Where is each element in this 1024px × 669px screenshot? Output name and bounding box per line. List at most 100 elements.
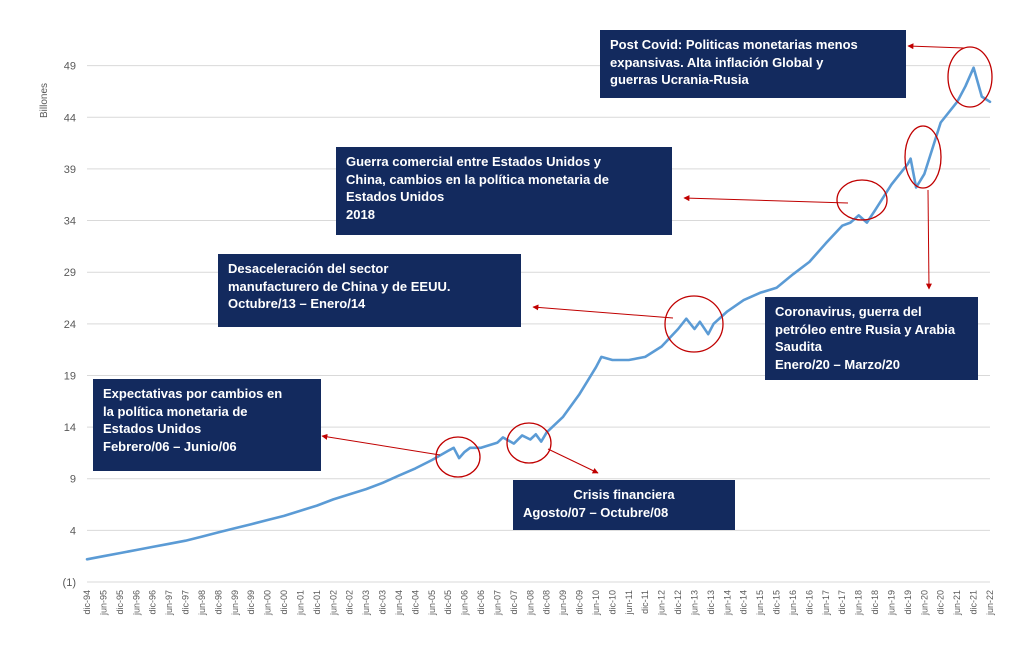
y-tick-label: 4: [70, 525, 76, 537]
y-tick-label: (1): [63, 577, 76, 589]
x-tick-label: dic-94: [82, 590, 92, 615]
annotation-line: Octubre/13 – Enero/14: [228, 296, 366, 311]
annotation-line: la política monetaria de: [103, 403, 248, 419]
arrow-manufacturing: [532, 304, 674, 319]
x-tick-label: dic-18: [870, 590, 880, 615]
x-tick-label: dic-97: [181, 590, 191, 615]
annotation-manufacturing-slowdown: Desaceleración del sector manufacturero d…: [218, 254, 521, 327]
x-tick-label: jun-19: [886, 590, 896, 616]
annotation-line: manufacturero de China y de EEUU.: [228, 278, 451, 294]
x-tick-label: dic-04: [410, 590, 420, 615]
x-axis-ticks: dic-94 jun-95 dic-95 jun-96 dic-96 jun-97 dic-…: [82, 590, 995, 616]
x-tick-label: jun-13: [689, 590, 699, 616]
x-tick-label: jun-12: [657, 590, 667, 616]
annotation-line: Estados Unidos: [346, 189, 445, 204]
x-tick-label: dic-01: [312, 590, 322, 615]
x-tick-label: dic-99: [246, 590, 256, 615]
x-tick-label: jun-96: [131, 590, 141, 616]
x-tick-label: jun-22: [985, 590, 995, 616]
y-tick-label: 39: [64, 164, 76, 176]
annotation-line: Expectativas por cambios en: [103, 386, 283, 401]
x-tick-label: jun-97: [164, 590, 174, 616]
x-tick-label: jun-01: [295, 590, 305, 616]
x-tick-label: dic-15: [772, 590, 782, 615]
y-axis-label: Billones: [39, 83, 50, 118]
annotation-line: Febrero/06 – Junio/06: [103, 438, 237, 454]
annotation-post-covid: Post Covid: Politicas monetarias menos ex…: [600, 30, 906, 98]
annotation-line: expansivas. Alta inflación Global y: [610, 54, 824, 70]
x-tick-label: jun-10: [591, 590, 601, 616]
x-tick-label: dic-02: [345, 590, 355, 615]
y-tick-label: 29: [64, 267, 76, 279]
x-tick-label: jun-07: [492, 590, 502, 616]
y-tick-label: 24: [64, 319, 76, 331]
annotation-line: Agosto/07 – Octubre/08: [523, 504, 669, 520]
highlight-circle-2018: [836, 179, 888, 221]
highlight-circle-2020: [904, 125, 942, 189]
x-tick-label: dic-95: [115, 590, 125, 615]
annotation-line: Guerra comercial entre Estados Unidos y: [346, 154, 602, 169]
y-tick-label: 14: [64, 422, 76, 434]
annotation-line: 2018: [346, 206, 375, 222]
series-line: [85, 66, 992, 561]
y-tick-label: 34: [64, 216, 76, 228]
y-tick-label: 9: [70, 474, 76, 486]
x-tick-label: jun-11: [624, 590, 634, 615]
x-tick-label: dic-16: [804, 590, 814, 615]
x-tick-label: jun-06: [460, 590, 470, 616]
x-tick-label: jun-02: [328, 590, 338, 616]
annotation-line: Enero/20 – Marzo/20: [775, 356, 900, 372]
x-tick-label: dic-13: [706, 590, 716, 615]
x-tick-label: dic-20: [936, 590, 946, 615]
x-tick-label: dic-09: [575, 590, 585, 615]
x-tick-label: dic-19: [903, 590, 913, 615]
x-tick-label: dic-11: [640, 590, 650, 614]
x-tick-label: dic-12: [673, 590, 683, 615]
annotation-financial-crisis: Crisis financiera Agosto/07 – Octubre/08: [513, 480, 735, 530]
annotation-line: Saudita: [775, 339, 822, 354]
annotation-line: Estados Unidos: [103, 421, 202, 436]
annotation-trade-war: Guerra comercial entre Estados Unidos y C…: [336, 147, 672, 235]
x-tick-label: jun-99: [230, 590, 240, 616]
x-tick-label: dic-08: [542, 590, 552, 615]
arrow-trade-war: [683, 195, 849, 204]
arrow-post-covid: [907, 43, 965, 50]
annotation-line: guerras Ucrania-Rusia: [610, 72, 749, 87]
highlight-circle-2008: [506, 422, 552, 464]
arrow-monetary-expectations: [321, 433, 441, 456]
annotation-line: petróleo entre Rusia y Arabia: [775, 321, 956, 337]
x-tick-label: dic-98: [213, 590, 223, 615]
highlight-circle-2021: [947, 46, 993, 108]
y-tick-label: 49: [64, 61, 76, 73]
x-tick-label: dic-14: [739, 590, 749, 615]
highlight-circle-2013: [664, 295, 724, 353]
x-tick-label: jun-15: [755, 590, 765, 616]
annotation-line: Coronavirus, guerra del: [775, 304, 922, 319]
annotation-line: Desaceleración del sector: [228, 261, 389, 276]
arrow-financial-crisis: [547, 448, 599, 474]
x-tick-label: dic-05: [443, 590, 453, 615]
highlight-circle-2006: [435, 436, 481, 478]
annotation-coronavirus: Coronavirus, guerra del petróleo entre Ru…: [765, 297, 978, 380]
x-tick-label: jun-14: [722, 590, 732, 616]
annotation-line: Crisis financiera: [573, 487, 675, 502]
x-tick-label: dic-96: [148, 590, 158, 615]
annotation-markers: [321, 43, 993, 478]
x-tick-label: dic-10: [607, 590, 617, 615]
y-tick-label: 44: [64, 112, 76, 124]
arrow-coronavirus: [925, 189, 932, 290]
x-tick-label: jun-00: [263, 590, 273, 616]
x-tick-label: dic-17: [837, 590, 847, 615]
x-tick-label: jun-17: [821, 590, 831, 616]
x-tick-label: jun-05: [427, 590, 437, 616]
x-tick-label: jun-98: [197, 590, 207, 616]
x-tick-label: jun-18: [854, 590, 864, 616]
x-tick-label: dic-06: [476, 590, 486, 615]
annotation-line: China, cambios en la política monetaria …: [346, 171, 609, 187]
x-tick-label: dic-07: [509, 590, 519, 615]
x-tick-label: jun-08: [525, 590, 535, 616]
x-tick-label: jun-09: [558, 590, 568, 616]
x-tick-label: jun-95: [98, 590, 108, 616]
x-tick-label: jun-21: [952, 590, 962, 616]
